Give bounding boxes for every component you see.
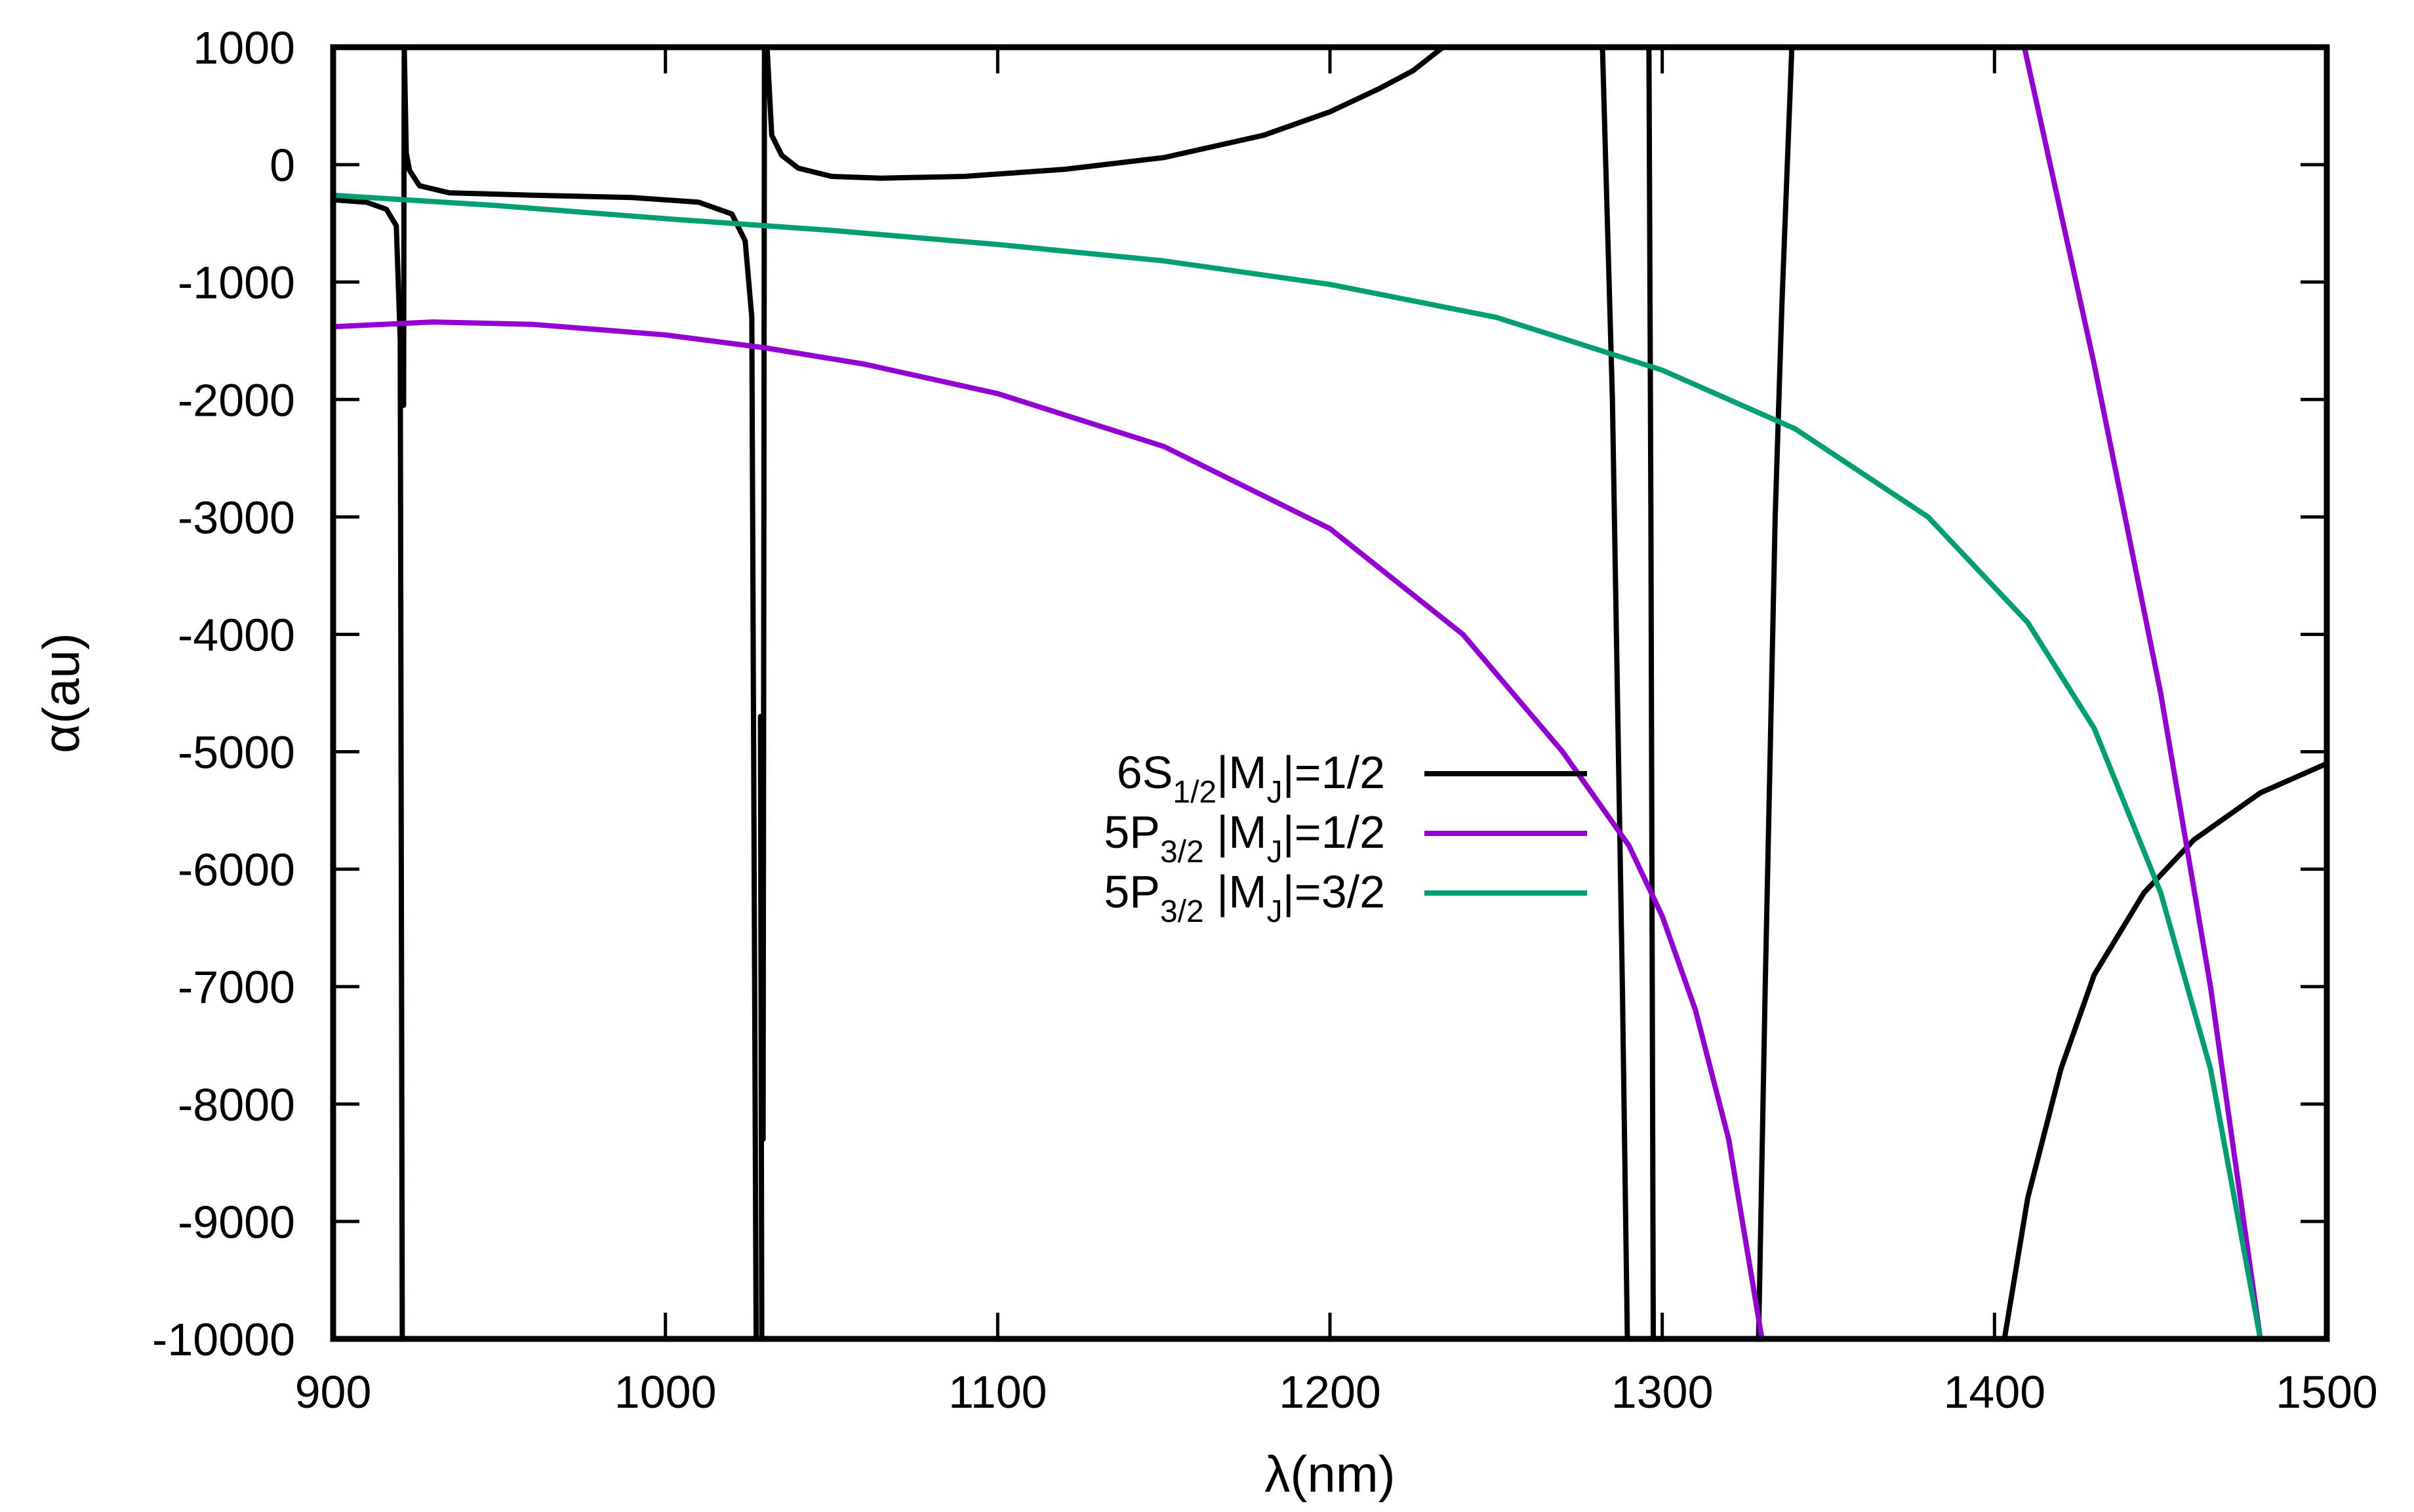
series-2-line-segment bbox=[333, 319, 1765, 1339]
y-tick-label: -9000 bbox=[178, 1197, 295, 1248]
x-tick-label: 1300 bbox=[1611, 1366, 1714, 1418]
x-tick-label: 1500 bbox=[2276, 1366, 2378, 1418]
series-1-line-segment bbox=[2002, 761, 2327, 1339]
series-1-line-segment bbox=[760, 47, 767, 1142]
series-1-line-segment bbox=[764, 47, 1446, 181]
legend-label-3: 5P3/2 |MJ|=3/2 bbox=[1104, 866, 1385, 929]
series-3-line-segment bbox=[333, 192, 2263, 1339]
y-tick-label: 0 bbox=[270, 140, 295, 191]
y-tick-label: -5000 bbox=[178, 727, 295, 778]
y-tick-label: -1000 bbox=[178, 257, 295, 308]
x-tick-label: 1000 bbox=[614, 1366, 717, 1418]
legend-label-2: 5P3/2 |MJ|=1/2 bbox=[1104, 806, 1385, 869]
y-axis-label: α(au) bbox=[32, 633, 90, 753]
x-tick-label: 1400 bbox=[1943, 1366, 2045, 1418]
x-tick-label: 900 bbox=[295, 1366, 372, 1418]
series-2-line-segment bbox=[2021, 47, 2263, 1339]
y-tick-label: -4000 bbox=[178, 609, 295, 660]
series-1-line-segment bbox=[1756, 47, 1795, 1339]
x-tick-labels: 900 1000 1100 1200 1300 1400 1500 bbox=[295, 1366, 2378, 1418]
legend-label-1: 6S1/2|MJ|=1/2 bbox=[1117, 747, 1385, 810]
y-tick-label: -2000 bbox=[178, 374, 295, 426]
y-tick-label: -3000 bbox=[178, 492, 295, 543]
plot-frame bbox=[330, 44, 2330, 1342]
y-tick-label: -8000 bbox=[178, 1079, 295, 1130]
x-tick-label: 1100 bbox=[948, 1366, 1047, 1418]
series-1-line-segment bbox=[1646, 47, 1656, 1339]
y-tick-label: 1000 bbox=[193, 22, 295, 73]
y-tick-label: -6000 bbox=[178, 845, 295, 896]
x-tick-label: 1200 bbox=[1279, 1366, 1381, 1418]
series-1-line-segment bbox=[333, 197, 405, 1339]
y-tick-label: -10000 bbox=[152, 1314, 295, 1365]
x-axis-label: λ(nm) bbox=[1264, 1445, 1395, 1503]
series-1-line-segment bbox=[401, 47, 759, 1339]
series-1-line-segment bbox=[1599, 47, 1630, 1339]
series-lines bbox=[333, 47, 2327, 1339]
y-tick-labels: 1000 0 -1000 -2000 -3000 -4000 -5000 -6000 -7000… bbox=[152, 22, 295, 1365]
y-tick-label: -7000 bbox=[178, 962, 295, 1013]
